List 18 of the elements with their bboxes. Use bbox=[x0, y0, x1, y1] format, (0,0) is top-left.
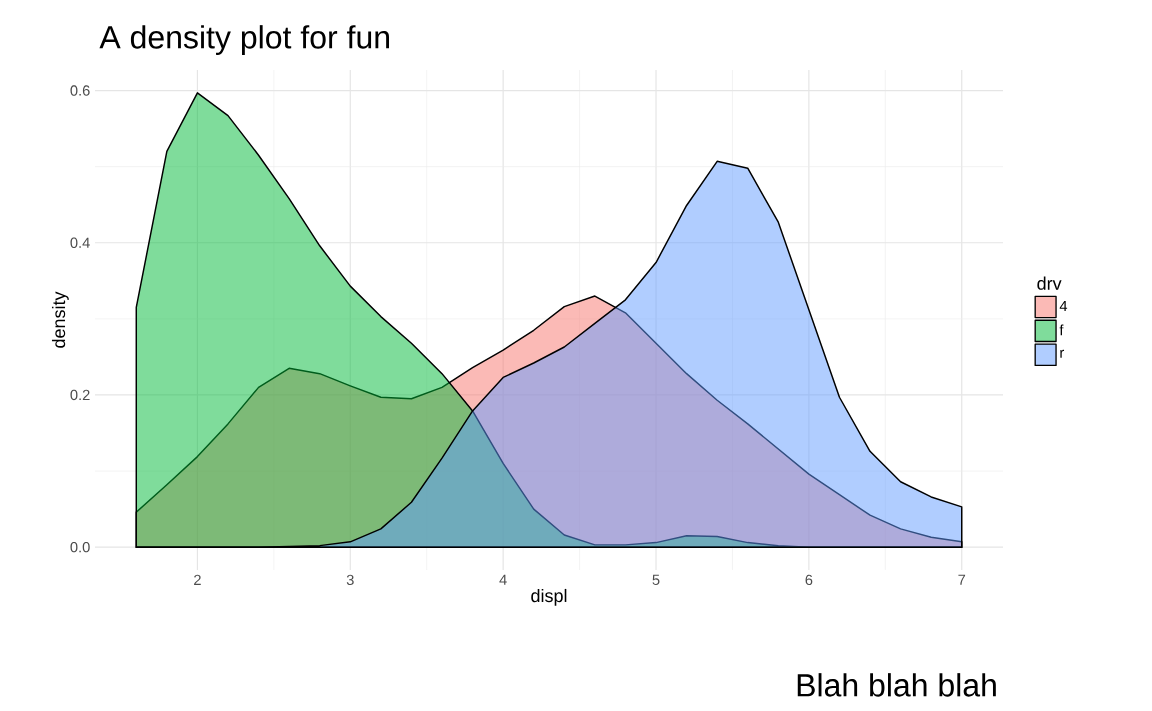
x-tick-label: 7 bbox=[958, 574, 966, 585]
x-tick-label: 3 bbox=[346, 574, 354, 586]
x-tick-label: 4 bbox=[499, 574, 507, 585]
legend-label: r bbox=[1060, 349, 1065, 358]
text: Blah blah blah bbox=[797, 673, 996, 697]
x-axis-title: displ bbox=[531, 588, 567, 606]
y-axis-title: density bbox=[51, 291, 69, 348]
x-tick-label: 2 bbox=[194, 574, 201, 585]
x-tick-label: 6 bbox=[805, 574, 813, 586]
y-tick-label: 0.4 bbox=[70, 237, 90, 248]
legend-title: drv bbox=[1037, 276, 1062, 290]
x-tick-label: 5 bbox=[652, 574, 660, 585]
legend-label: 4 bbox=[1059, 300, 1068, 311]
y-tick-label: 0.2 bbox=[70, 389, 90, 401]
chart-title: A density plot for fun bbox=[99, 25, 389, 55]
legend-label: f bbox=[1059, 324, 1064, 336]
y-tick-label: 0.6 bbox=[70, 85, 90, 96]
y-tick-label: 0.0 bbox=[70, 541, 90, 553]
